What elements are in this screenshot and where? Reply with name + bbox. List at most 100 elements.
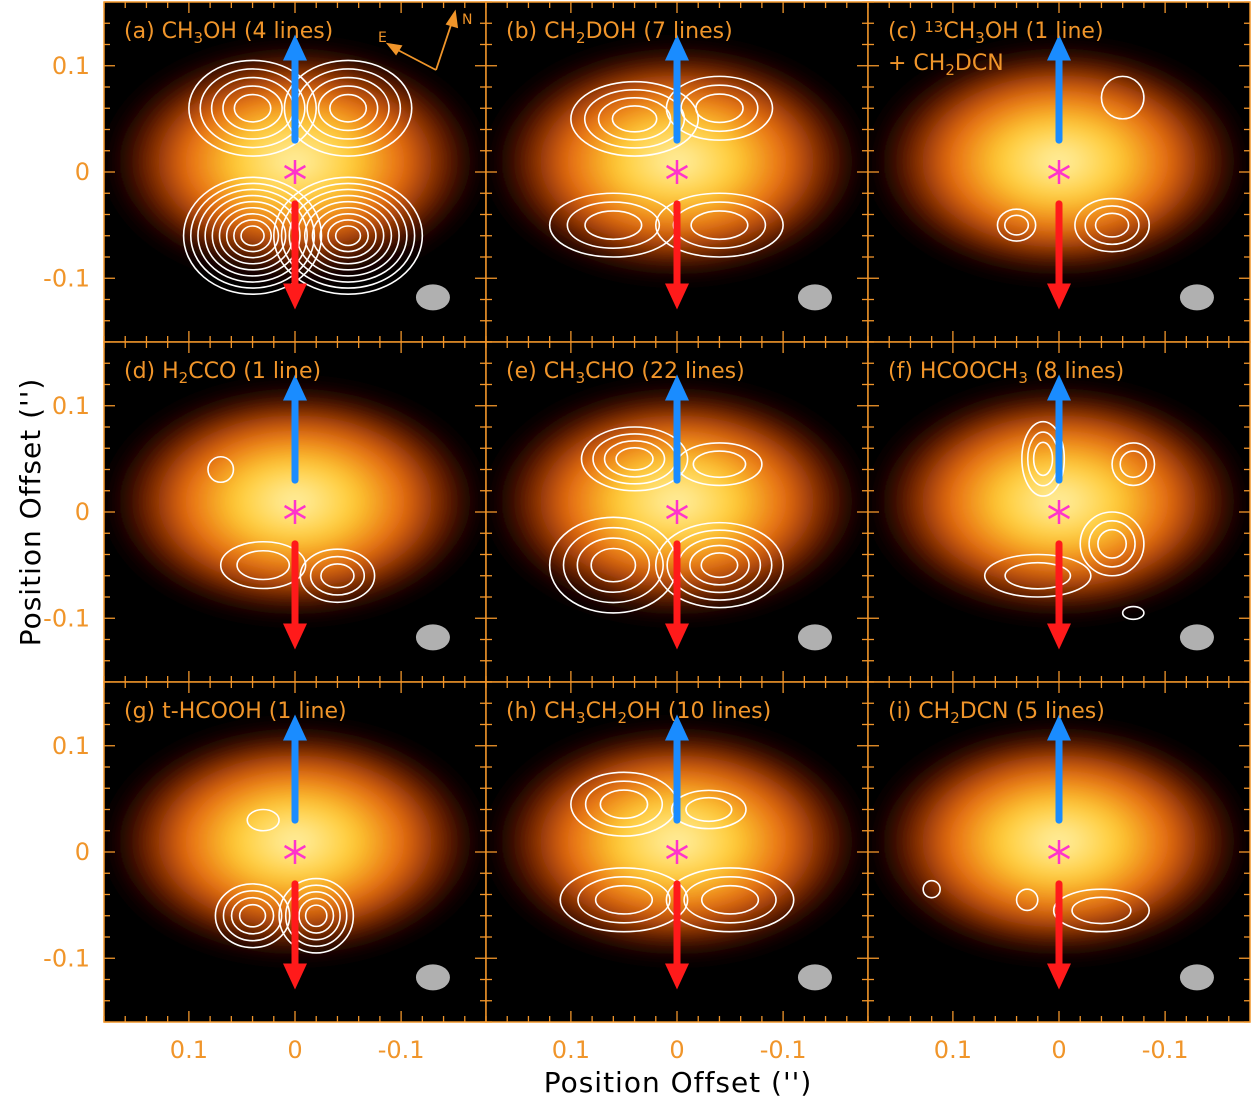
protostar-marker-icon bbox=[665, 840, 689, 864]
compass-east-label: E bbox=[378, 30, 387, 46]
panel-title-part: OH (10 lines) bbox=[627, 699, 771, 724]
beam-ellipse-icon bbox=[797, 624, 832, 651]
redshift-arrow-head bbox=[283, 963, 307, 990]
contour-3-level-5 bbox=[311, 206, 385, 265]
contour-0-level-1 bbox=[199, 68, 306, 149]
x-tick-label: -0.1 bbox=[1142, 1036, 1189, 1064]
contour-1-level-1 bbox=[1004, 214, 1030, 236]
contour-1-level-0 bbox=[1015, 888, 1039, 912]
panel-title: (a) CH3OH (4 lines) bbox=[124, 19, 333, 47]
panel-plot-area bbox=[486, 682, 868, 1022]
contour-1-level-2 bbox=[306, 76, 390, 140]
contour-0-level-2 bbox=[597, 97, 672, 141]
panel-title-part: CH bbox=[943, 19, 975, 44]
beam-ellipse-icon bbox=[797, 964, 832, 991]
contour-2-level-1 bbox=[284, 884, 348, 948]
blueshift-arrow-head bbox=[283, 714, 307, 741]
contour-2-level-1 bbox=[1071, 896, 1132, 925]
panel-ticks bbox=[103, 1, 486, 343]
contour-0-level-0 bbox=[580, 426, 689, 492]
y-tick-label: 0 bbox=[75, 498, 90, 526]
contour-1-level-1 bbox=[692, 450, 747, 479]
contour-0-level-0 bbox=[1100, 75, 1145, 120]
contour-2-level-1 bbox=[562, 526, 664, 604]
contour-0-level-0 bbox=[246, 808, 280, 832]
panel-title-part: (a) CH bbox=[124, 19, 194, 44]
contour-2-level-1 bbox=[577, 875, 671, 924]
contour-2-level-8 bbox=[240, 225, 265, 247]
panel-title: (h) CH3CH2OH (10 lines) bbox=[506, 699, 771, 727]
blueshift-arrow-head bbox=[1047, 374, 1071, 401]
panel-title-line2: + CH2DCN bbox=[888, 51, 1004, 79]
beam-ellipse-icon bbox=[1179, 624, 1214, 651]
panel-title: (g) t-HCOOH (1 line) bbox=[124, 699, 347, 724]
panel-d: (d) H2CCO (1 line) 0.1 0 -0.1 bbox=[43, 341, 487, 683]
x-tick-label: 0 bbox=[1051, 1036, 1066, 1064]
blueshift-arrow-head bbox=[1047, 714, 1071, 741]
redshift-arrow-head bbox=[1047, 623, 1071, 650]
contour-0-level-4 bbox=[233, 93, 272, 123]
contour-2-level-0 bbox=[1079, 511, 1145, 577]
contour-1-level-0 bbox=[1111, 442, 1156, 487]
contour-2-level-0 bbox=[1052, 888, 1150, 933]
contour-3-level-6 bbox=[319, 213, 377, 259]
panel-plot-area bbox=[104, 2, 486, 342]
y-tick-label: 0 bbox=[75, 158, 90, 186]
panel-title-part: 3 bbox=[975, 29, 985, 47]
contour-1-level-0 bbox=[665, 75, 774, 141]
panel-title-part: DCN (5 lines) bbox=[960, 699, 1105, 724]
contour-0-level-0 bbox=[922, 879, 941, 899]
redshift-arrow-head bbox=[283, 623, 307, 650]
x-tick-label: 0.1 bbox=[170, 1036, 208, 1064]
blueshift-arrow-head bbox=[283, 374, 307, 401]
contour-1-level-2 bbox=[230, 896, 275, 935]
panel-ticks bbox=[103, 681, 486, 1023]
blueshift-arrow-head bbox=[665, 714, 689, 741]
contour-3-level-0 bbox=[654, 521, 784, 609]
panel-ticks bbox=[867, 341, 1250, 683]
compass-east-head bbox=[385, 42, 403, 56]
contour-3-level-0 bbox=[654, 192, 784, 258]
contour-1-level-0 bbox=[670, 789, 747, 830]
contour-1-level-1 bbox=[680, 84, 759, 133]
y-tick-label: -0.1 bbox=[43, 604, 90, 632]
redshift-arrow-head bbox=[1047, 283, 1071, 310]
blueshift-arrow-head bbox=[665, 374, 689, 401]
contour-0-level-3 bbox=[222, 85, 283, 132]
contour-3-level-0 bbox=[665, 867, 795, 933]
contour-1-level-1 bbox=[236, 549, 291, 581]
protostar-stroke bbox=[665, 504, 689, 520]
x-tick-label: 0 bbox=[669, 1036, 684, 1064]
contour-2-level-2 bbox=[320, 563, 355, 589]
protostar-stroke bbox=[665, 844, 689, 860]
contour-2-level-2 bbox=[576, 537, 651, 593]
contour-1-level-4 bbox=[329, 93, 368, 123]
contour-3-level-4 bbox=[303, 200, 393, 271]
panel-title: (e) CH3CHO (22 lines) bbox=[506, 359, 745, 387]
contour-1-level-0 bbox=[996, 208, 1037, 242]
contour-1-level-1 bbox=[222, 890, 283, 942]
contour-3-level-1 bbox=[280, 182, 416, 289]
panel-title-part: DCN bbox=[955, 51, 1004, 76]
y-tick-label: 0.1 bbox=[52, 392, 90, 420]
contour-0-level-0 bbox=[1021, 420, 1066, 497]
panel-ticks bbox=[867, 681, 1250, 1023]
panel-title-part: (8 lines) bbox=[1028, 359, 1124, 384]
protostar-stroke bbox=[283, 504, 307, 520]
compass-north-line bbox=[435, 21, 453, 71]
panel-title-part: 3 bbox=[576, 369, 586, 387]
panel-title-part: 3 bbox=[194, 29, 204, 47]
protostar-marker-icon bbox=[665, 160, 689, 184]
y-axis-label: Position Offset ('') bbox=[14, 378, 47, 647]
protostar-stroke bbox=[665, 164, 689, 180]
redshift-arrow-head bbox=[665, 623, 689, 650]
panel-title-part: (c) bbox=[888, 19, 924, 44]
contour-2-level-2 bbox=[197, 188, 308, 283]
panel-title-part: CCO (1 line) bbox=[188, 359, 321, 384]
compass-north-label: N bbox=[462, 12, 472, 28]
x-tick-label: -0.1 bbox=[760, 1036, 807, 1064]
contour-2-level-1 bbox=[309, 555, 366, 596]
contour-2-level-0 bbox=[299, 548, 376, 604]
panel-h: (h) CH3CH2OH (10 lines) 0.1 0 -0.1 bbox=[485, 681, 869, 1064]
blueshift-arrow-head bbox=[665, 34, 689, 61]
